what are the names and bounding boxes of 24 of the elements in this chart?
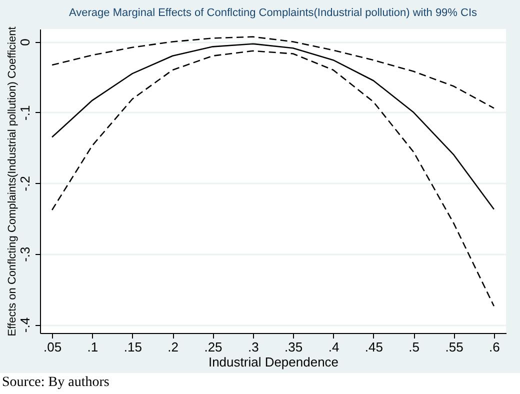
x-tick-label: .45 [364, 340, 383, 354]
y-tick-label: -.2 [18, 176, 32, 192]
x-tick-label: .1 [87, 340, 98, 354]
x-tick-label: .4 [328, 340, 340, 354]
chart-title: Average Marginal Effects of Conflcting Complaints(Industrial pollution) with 99% CIs [68, 7, 478, 20]
x-tick-label: .6 [489, 340, 500, 354]
y-tick-label: -.3 [18, 246, 32, 262]
x-axis-title: Industrial Dependence [208, 354, 339, 370]
y-tick-label: -.1 [18, 105, 32, 121]
x-tick-label: .55 [445, 340, 464, 354]
y-axis-title: Effects on Conflcting Complaints(Industrial pollution) Coefficient [6, 26, 18, 336]
x-tick-label: .3 [248, 340, 259, 354]
source-note: Source: By authors [2, 375, 110, 391]
line-series [51, 43, 495, 210]
x-tick-label: .05 [44, 340, 62, 354]
x-tick-label: .15 [124, 340, 142, 354]
x-tick-label: .35 [284, 340, 303, 354]
x-tick-label: .25 [204, 340, 222, 354]
x-tick-label: .2 [168, 340, 178, 354]
x-tick-label: .5 [408, 340, 420, 354]
line-series [51, 36, 495, 109]
y-tick-label: -.4 [18, 317, 32, 333]
y-tick-label: 0 [18, 38, 32, 46]
line-series [51, 50, 495, 307]
